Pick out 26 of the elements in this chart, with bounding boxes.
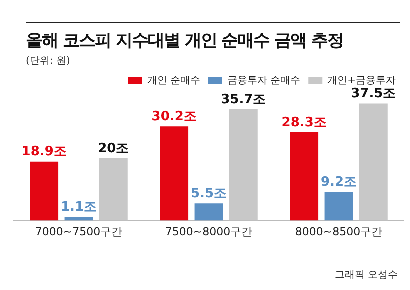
x-tick-label: 7000~7500구간: [35, 225, 123, 238]
bar: [229, 109, 258, 221]
text: 그래픽 오성수: [334, 269, 398, 282]
bar: [194, 204, 224, 221]
data-label: 30.2조: [152, 109, 197, 124]
data-label: 9.2조: [320, 174, 358, 190]
chart-title: 올해 코스피 지수대별 개인 순매수 금액 추정: [26, 30, 345, 52]
bar: [324, 192, 354, 221]
data-label: 1.1조: [60, 200, 98, 216]
data-label: 18.9조: [22, 144, 67, 160]
bar: [160, 126, 189, 221]
bar: [359, 104, 388, 221]
chart-subtitle: (단위: 원): [26, 55, 72, 68]
legend-label: 개인 순매수: [147, 76, 200, 87]
legend-label: 개인+금융투자: [328, 76, 396, 87]
data-label: 35.7조: [221, 92, 266, 108]
data-label: 28.3조: [282, 115, 327, 130]
x-tick-label: 7500~8000구간: [165, 225, 253, 238]
legend-label: 금융투자 순매수: [227, 76, 301, 87]
bar: [30, 162, 59, 221]
x-tick-label: 8000~8500구간: [295, 225, 383, 238]
data-label: 5.5조: [190, 186, 228, 202]
data-label: 20조: [98, 141, 130, 156]
data-label: 37.5조: [351, 86, 396, 102]
bar: [99, 158, 128, 221]
bar: [290, 132, 319, 221]
